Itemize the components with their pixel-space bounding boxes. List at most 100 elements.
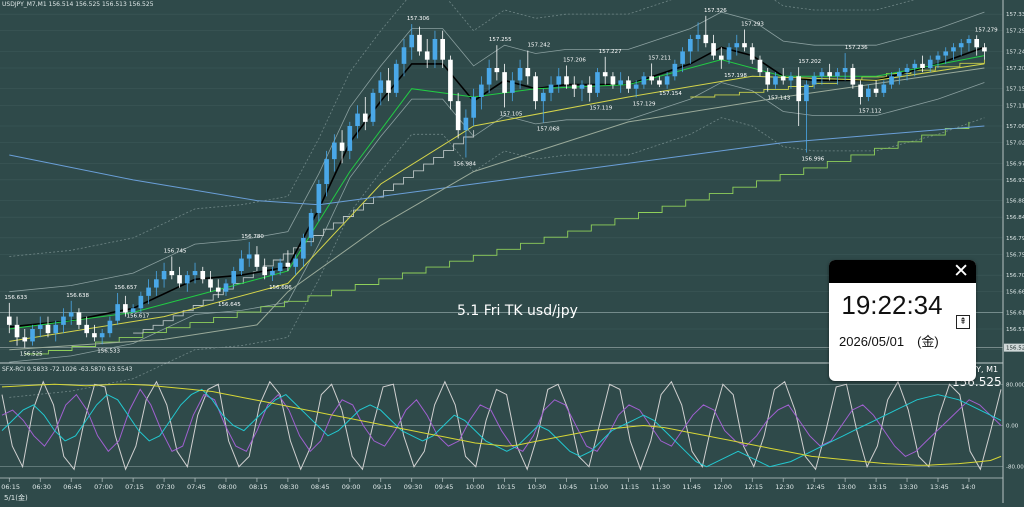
- candle-body: [672, 63, 678, 77]
- candle-body: [45, 324, 51, 334]
- time-tick-label: 12:00: [713, 483, 732, 491]
- price-point-label: 157.129: [633, 101, 656, 107]
- candle-body: [796, 76, 802, 102]
- candle-body: [494, 68, 500, 73]
- time-tick-label: 08:00: [218, 483, 237, 491]
- candle-body: [293, 258, 298, 267]
- stair-step-line-green: [24, 121, 970, 355]
- indicator-series-line: [1, 388, 1002, 458]
- candle-body: [463, 117, 469, 131]
- candle-body: [958, 43, 964, 48]
- price-tick-label: 157.200: [1006, 66, 1024, 72]
- candle-body: [966, 39, 972, 44]
- candle-body: [161, 271, 167, 280]
- price-point-label: 157.119: [589, 106, 612, 112]
- upper-band-2: [9, 0, 915, 257]
- candle-body: [896, 72, 902, 77]
- moving-average-line: [9, 67, 985, 351]
- candle-body: [6, 316, 12, 325]
- candle-body: [819, 72, 825, 77]
- candle-body: [239, 258, 244, 271]
- candle-body: [866, 88, 871, 97]
- price-tick-label: 156.570: [1006, 327, 1024, 333]
- candle-body: [316, 184, 322, 213]
- price-tick-label: 156.840: [1006, 215, 1024, 221]
- price-point-label: 156.984: [453, 161, 476, 167]
- time-tick-label: 08:15: [249, 483, 268, 491]
- clock-title-bar[interactable]: ✕: [829, 260, 976, 283]
- time-tick-label: 09:15: [373, 483, 392, 491]
- candle-body: [734, 43, 740, 48]
- time-tick-label: 07:00: [94, 483, 113, 491]
- clock-date: 2026/05/01 (金): [839, 334, 939, 349]
- candle-body: [107, 320, 113, 334]
- price-point-label: 156.633: [4, 295, 27, 301]
- time-tick-label: 09:30: [404, 483, 423, 491]
- candle-body: [378, 80, 384, 93]
- time-tick-label: 07:30: [156, 483, 175, 491]
- candle-body: [502, 72, 507, 93]
- candle-body: [76, 312, 82, 325]
- candle-body: [765, 72, 771, 85]
- clock-time: 19:22:34: [841, 290, 943, 320]
- price-point-label: 157.206: [563, 58, 586, 64]
- close-icon[interactable]: ✕: [953, 260, 969, 282]
- price-point-label: 157.143: [767, 96, 790, 102]
- lower-band-2: [9, 117, 985, 398]
- candle-body: [223, 283, 229, 292]
- time-tick-label: 11:45: [682, 483, 701, 491]
- price-point-label: 157.068: [537, 127, 560, 133]
- candle-body: [432, 39, 438, 60]
- candle-body: [92, 333, 97, 338]
- candle-body: [84, 324, 90, 334]
- candle-body: [842, 68, 848, 73]
- price-tick-label: 156.750: [1006, 252, 1024, 258]
- candle-body: [835, 72, 840, 77]
- price-point-label: 157.255: [489, 37, 512, 43]
- price-tick-label: 157.240: [1006, 49, 1024, 55]
- candle-body: [811, 76, 817, 85]
- candle-body: [154, 279, 159, 288]
- candle-body: [548, 84, 554, 93]
- candle-body: [889, 76, 894, 85]
- indicator-tick-label: -80.000: [1006, 465, 1024, 471]
- price-point-label: 157.154: [659, 91, 682, 97]
- indicator-series-line: [1, 383, 1002, 466]
- candle-body: [595, 72, 600, 93]
- candle-body: [115, 304, 120, 321]
- time-tick-label: 07:15: [125, 483, 144, 491]
- candle-body: [510, 80, 515, 93]
- candle-body: [881, 84, 887, 93]
- candle-body: [479, 84, 484, 97]
- candle-body: [633, 84, 639, 89]
- time-tick-label: 13:45: [930, 483, 949, 491]
- indicator-tick-label: 0.00: [1006, 424, 1019, 430]
- candle-body: [525, 68, 531, 77]
- candle-body: [711, 43, 716, 56]
- price-point-label: 156.533: [97, 348, 120, 354]
- price-point-label: 157.105: [500, 111, 523, 117]
- candle-body: [471, 97, 476, 118]
- candle-body: [626, 80, 631, 89]
- candle-body: [533, 76, 538, 102]
- time-tick-label: 11:30: [651, 483, 670, 491]
- price-tick-label: 156.970: [1006, 161, 1024, 167]
- candle-body: [362, 113, 368, 122]
- candle-body: [587, 84, 593, 93]
- pin-icon[interactable]: ⇞: [956, 315, 970, 329]
- candle-body: [424, 51, 430, 60]
- candle-body: [912, 63, 918, 68]
- price-point-label: 157.211: [648, 55, 671, 61]
- time-tick-label: 09:00: [342, 483, 361, 491]
- candle-body: [773, 76, 778, 85]
- clock-widget[interactable]: ✕ 19:22:34 ⇞ 2026/05/01 (金): [829, 260, 976, 381]
- time-tick-label: 10:15: [497, 483, 516, 491]
- candle-body: [657, 80, 662, 85]
- price-point-label: 156.780: [241, 234, 264, 240]
- candle-body: [231, 271, 237, 284]
- price-tick-label: 157.060: [1006, 124, 1024, 130]
- candle-body: [726, 47, 732, 60]
- candle-body: [556, 76, 562, 85]
- price-tick-label: 156.610: [1006, 310, 1024, 316]
- candle-body: [208, 279, 213, 288]
